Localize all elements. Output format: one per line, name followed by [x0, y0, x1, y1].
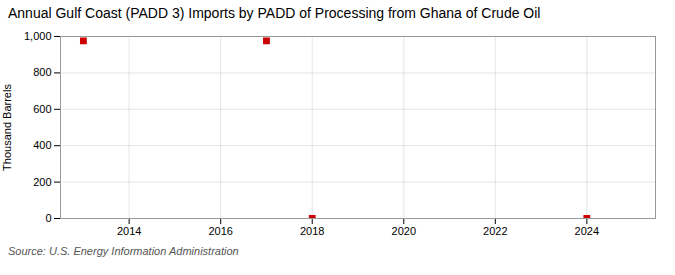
- svg-text:2018: 2018: [300, 225, 324, 237]
- svg-text:2020: 2020: [392, 225, 416, 237]
- svg-text:200: 200: [33, 176, 51, 188]
- html-text:Annual Gulf Coast (PADD 3) Imp: Annual Gulf Coast (PADD 3) Imports by PA…: [8, 5, 541, 21]
- svg-text:600: 600: [33, 103, 51, 115]
- svg-text:Thousand Barrels: Thousand Barrels: [1, 84, 13, 171]
- html-text:Source: U.S. Energy Informatio: Source: U.S. Energy Information Administ…: [8, 245, 239, 257]
- svg-text:400: 400: [33, 139, 51, 151]
- svg-text:1,000: 1,000: [24, 30, 52, 42]
- svg-text:2022: 2022: [483, 225, 507, 237]
- svg-text:2016: 2016: [208, 225, 232, 237]
- svg-text:2014: 2014: [117, 225, 141, 237]
- svg-text:2024: 2024: [575, 225, 599, 237]
- svg-text:800: 800: [33, 66, 51, 78]
- svg-text:0: 0: [45, 212, 51, 224]
